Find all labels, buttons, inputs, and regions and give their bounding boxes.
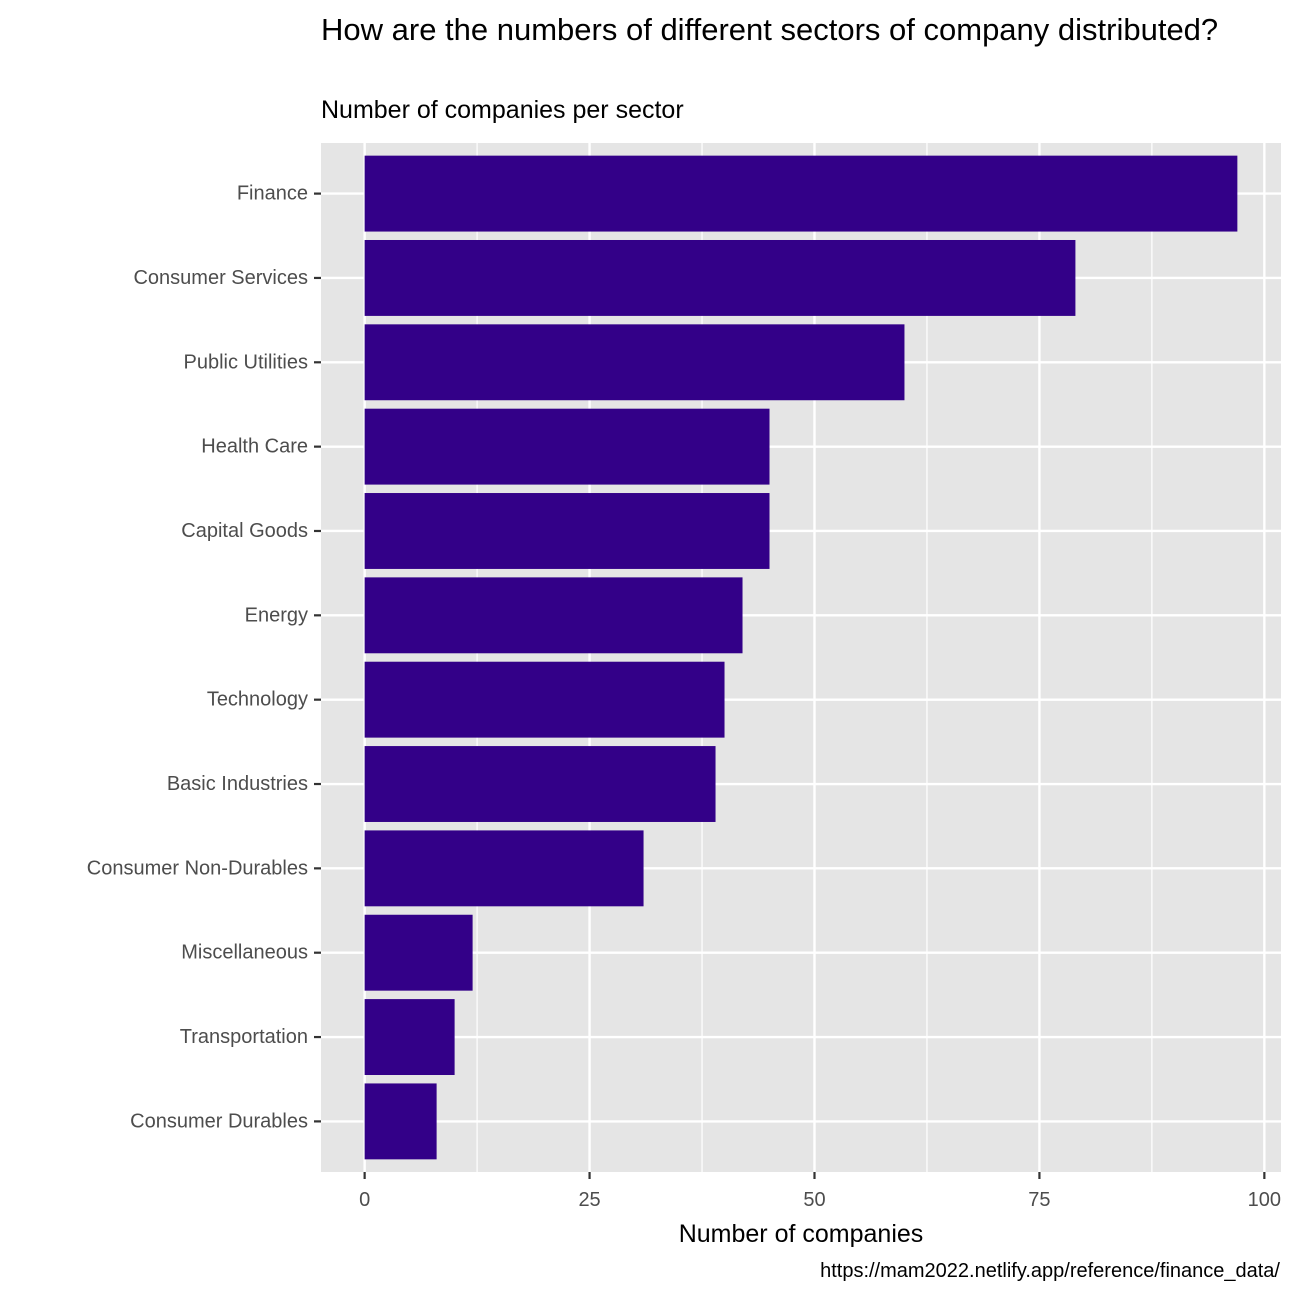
chart-caption: https://mam2022.netlify.app/reference/fi… [820, 1260, 1280, 1282]
bar [364, 999, 455, 1076]
y-tick-label: Public Utilities [184, 351, 308, 373]
x-tick-label: 50 [803, 1189, 825, 1211]
y-tick-label: Basic Industries [167, 773, 308, 795]
bar [364, 1083, 437, 1160]
bar [364, 493, 770, 569]
bar [364, 830, 644, 907]
bar [364, 914, 473, 991]
bars [364, 155, 1238, 1160]
bar [364, 746, 716, 822]
y-tick-label: Consumer Non-Durables [87, 857, 308, 879]
bar [364, 661, 725, 738]
chart-subtitle: Number of companies per sector [321, 96, 684, 124]
x-axis: 0 25 50 75 100 [359, 1172, 1281, 1211]
x-tick-label: 100 [1248, 1189, 1281, 1211]
bar [364, 155, 1238, 232]
y-tick-label: Energy [245, 604, 308, 626]
x-tick-label: 25 [578, 1189, 600, 1211]
y-tick-label: Consumer Services [133, 267, 308, 289]
y-tick-label: Technology [207, 689, 308, 711]
chart-title: How are the numbers of different sectors… [321, 12, 1219, 47]
bar [364, 324, 905, 401]
y-tick-label: Finance [237, 183, 308, 205]
y-tick-label: Consumer Durables [130, 1110, 308, 1132]
y-axis: Finance Consumer Services Public Utilities… [87, 183, 321, 1132]
x-tick-label: 0 [359, 1189, 370, 1211]
x-axis-title: Number of companies [679, 1220, 924, 1248]
y-tick-label: Health Care [201, 436, 308, 458]
y-tick-label: Capital Goods [181, 520, 308, 542]
bar [364, 577, 743, 654]
y-tick-label: Transportation [180, 1026, 308, 1048]
y-tick-label: Miscellaneous [181, 942, 308, 964]
bar [364, 239, 1076, 316]
bar [364, 408, 770, 485]
x-tick-label: 75 [1028, 1189, 1050, 1211]
